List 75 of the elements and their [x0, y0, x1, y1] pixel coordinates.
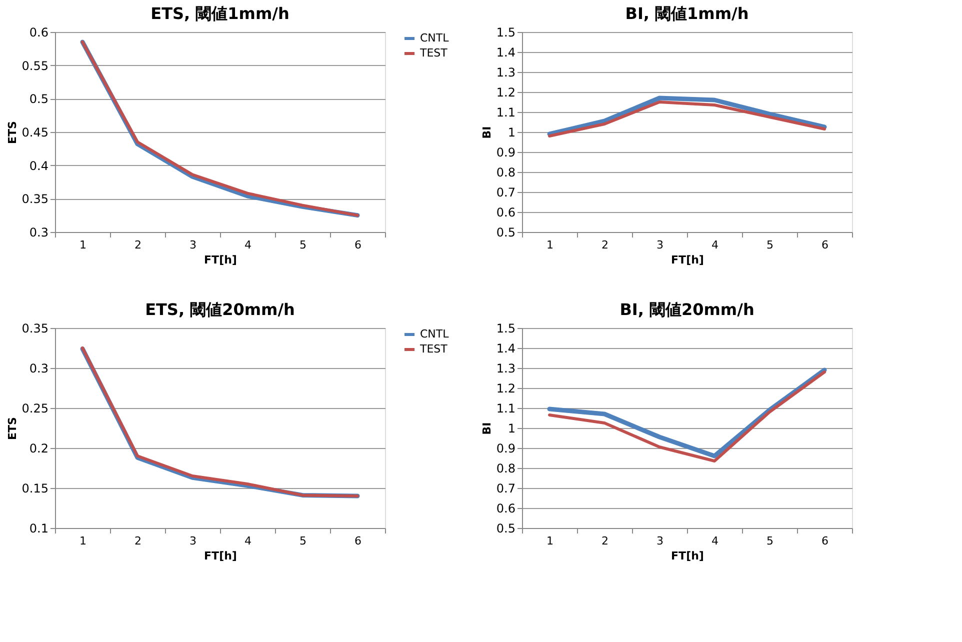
- y-tick-label: 0.35: [22, 192, 48, 206]
- legend-label: TEST: [419, 46, 448, 60]
- y-tick-label: 1.5: [496, 26, 516, 40]
- x-tick-label: 6: [354, 238, 362, 252]
- y-axis-title: BI: [480, 126, 494, 139]
- y-tick-label: 0.45: [22, 126, 48, 140]
- y-tick-label: 0.3: [29, 226, 48, 240]
- y-tick-label: 0.6: [29, 26, 48, 40]
- y-tick-label: 0.2: [29, 442, 48, 456]
- x-tick-label: 3: [190, 534, 196, 548]
- y-axis-title: BI: [480, 422, 494, 435]
- y-tick-label: 1: [508, 422, 516, 436]
- y-axis-title: ETS: [6, 120, 19, 144]
- y-tick-label: 1.4: [496, 46, 516, 60]
- x-tick-label: 6: [822, 534, 828, 548]
- y-tick-label: 0.7: [496, 186, 516, 200]
- x-tick-label: 2: [602, 238, 608, 252]
- x-tick-label: 1: [546, 238, 554, 252]
- x-tick-label: 3: [190, 238, 196, 252]
- y-tick-label: 1.1: [496, 106, 516, 120]
- y-tick-label: 0.9: [496, 146, 516, 160]
- x-axis-title: FT[h]: [204, 254, 237, 266]
- y-tick-label: 1.5: [496, 322, 516, 336]
- x-tick-label: 1: [80, 534, 86, 548]
- chart-title: ETS, 閾値1mm/h: [150, 4, 290, 23]
- y-tick-label: 1: [508, 126, 516, 140]
- y-tick-label: 0.55: [22, 58, 48, 73]
- y-tick-label: 0.5: [496, 522, 516, 536]
- y-tick-label: 0.35: [22, 322, 48, 336]
- y-tick-label: 1.4: [496, 342, 516, 356]
- legend-label: CNTL: [420, 328, 450, 340]
- x-tick-label: 5: [300, 534, 306, 548]
- y-tick-label: 0.6: [496, 206, 516, 220]
- y-tick-label: 0.7: [496, 482, 516, 496]
- chart-title: ETS, 閾値20mm/h: [145, 300, 295, 319]
- x-tick-label: 4: [244, 238, 252, 252]
- y-tick-label: 0.15: [22, 482, 48, 496]
- chart-title: BI, 閾値20mm/h: [620, 300, 754, 319]
- y-tick-label: 0.25: [22, 402, 48, 416]
- x-tick-label: 3: [656, 238, 664, 252]
- y-tick-label: 0.6: [496, 502, 516, 516]
- chart-title: BI, 閾値1mm/h: [625, 4, 749, 23]
- x-tick-label: 5: [300, 238, 306, 252]
- x-tick-label: 4: [244, 534, 252, 548]
- x-tick-label: 2: [134, 238, 142, 252]
- y-tick-label: 0.4: [29, 158, 48, 173]
- y-axis-title: ETS: [6, 416, 19, 440]
- x-tick-label: 1: [80, 238, 86, 252]
- x-tick-label: 6: [354, 534, 362, 548]
- y-tick-label: 1.2: [496, 86, 516, 100]
- x-tick-label: 4: [712, 238, 718, 252]
- x-tick-label: 5: [766, 534, 774, 548]
- y-tick-label: 1.1: [496, 402, 516, 416]
- x-tick-label: 5: [766, 238, 774, 252]
- x-axis-title: FT[h]: [204, 550, 237, 562]
- x-tick-label: 2: [134, 534, 142, 548]
- x-tick-label: 2: [602, 534, 608, 548]
- y-tick-label: 0.3: [29, 362, 48, 376]
- y-tick-label: 0.5: [29, 92, 48, 106]
- x-axis-title: FT[h]: [671, 254, 704, 266]
- y-tick-label: 1.3: [496, 66, 516, 80]
- legend-label: CNTL: [420, 32, 450, 44]
- x-axis-title: FT[h]: [671, 550, 704, 562]
- y-tick-label: 0.8: [496, 462, 516, 476]
- x-tick-label: 1: [546, 534, 554, 548]
- y-tick-label: 1.2: [496, 382, 516, 396]
- y-tick-label: 0.1: [29, 522, 48, 536]
- y-tick-label: 0.9: [496, 442, 516, 456]
- y-tick-label: 1.3: [496, 362, 516, 376]
- legend-label: TEST: [419, 342, 448, 356]
- x-tick-label: 6: [822, 238, 828, 252]
- x-tick-label: 3: [656, 534, 664, 548]
- x-tick-label: 4: [712, 534, 718, 548]
- y-tick-label: 0.5: [496, 226, 516, 240]
- y-tick-label: 0.8: [496, 166, 516, 180]
